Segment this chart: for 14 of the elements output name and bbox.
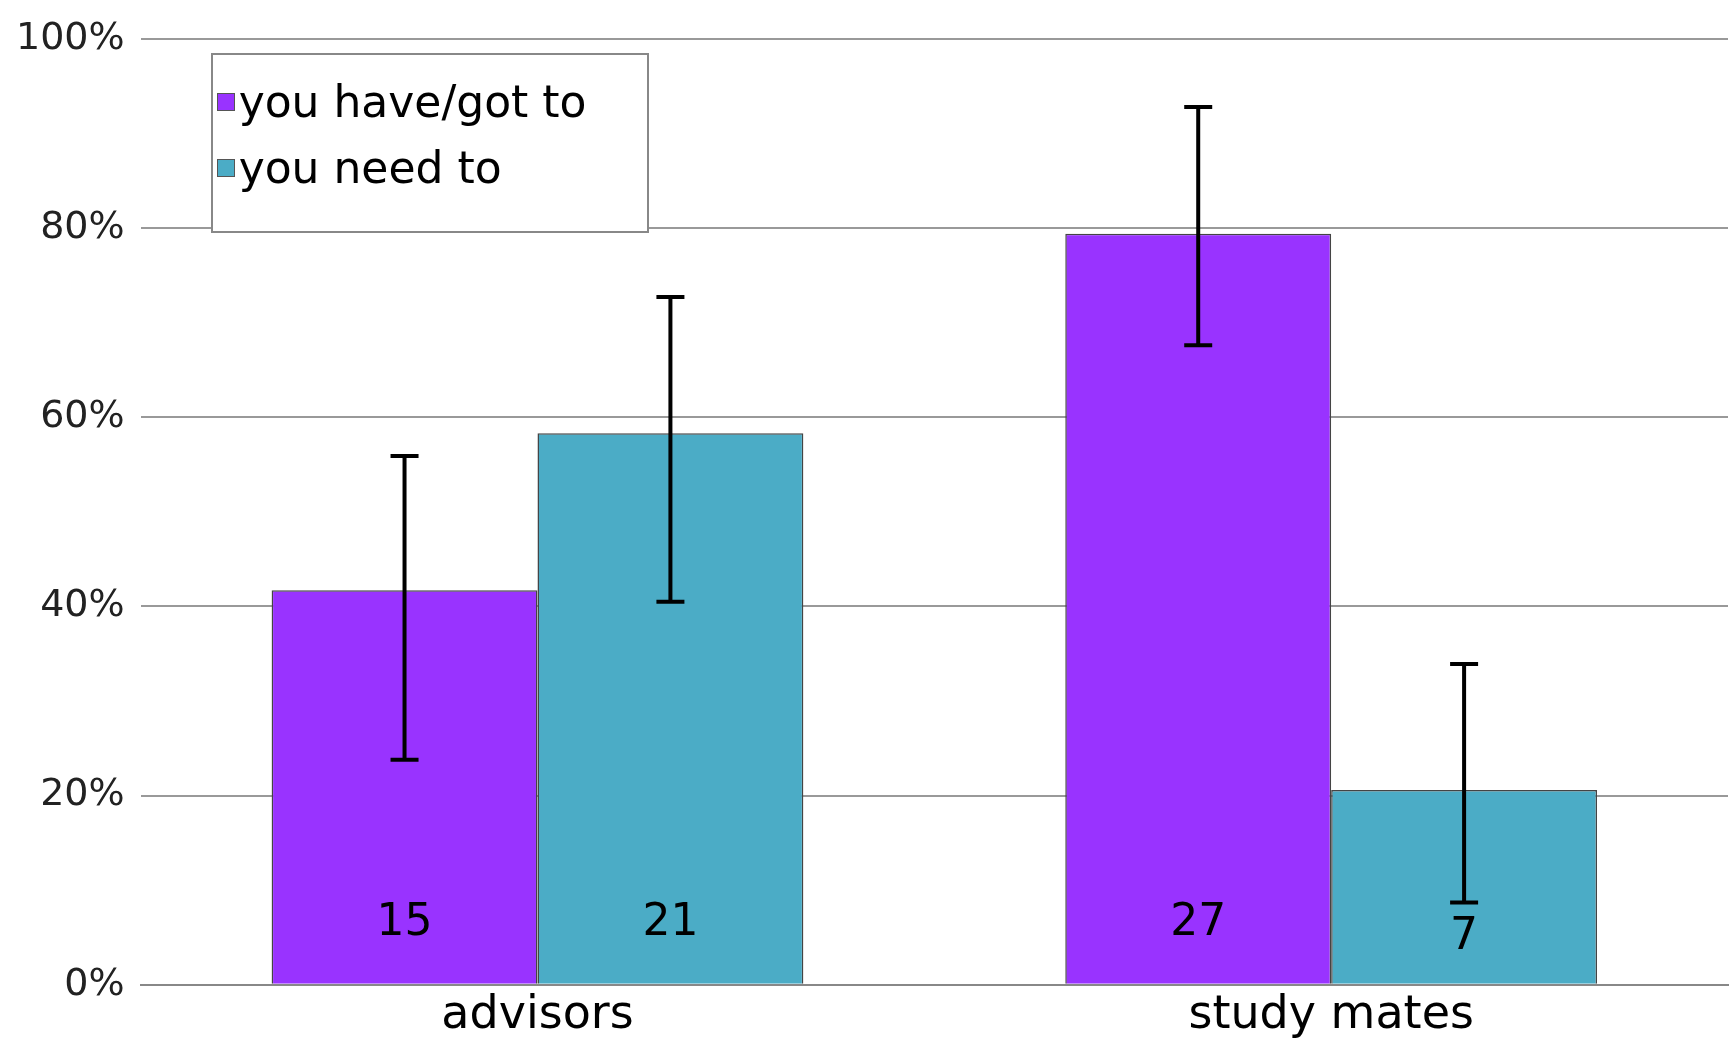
legend-label: you need to [238, 142, 502, 194]
x-tick-label: advisors [441, 985, 634, 1040]
y-tick-label: 40% [40, 581, 125, 626]
x-tick-label: study mates [1188, 985, 1474, 1040]
annotation: 27 [1170, 893, 1227, 945]
y-tick-label: 0% [64, 959, 125, 1004]
legend-label: you have/got to [238, 76, 587, 128]
annotation: 7 [1450, 907, 1479, 959]
annotation: 15 [376, 893, 433, 945]
y-tick-label: 60% [40, 392, 125, 437]
y-tick-label: 100% [16, 13, 125, 58]
y-tick-label: 80% [40, 202, 125, 247]
y-tick-label: 20% [40, 770, 125, 815]
annotation: 21 [642, 893, 699, 945]
